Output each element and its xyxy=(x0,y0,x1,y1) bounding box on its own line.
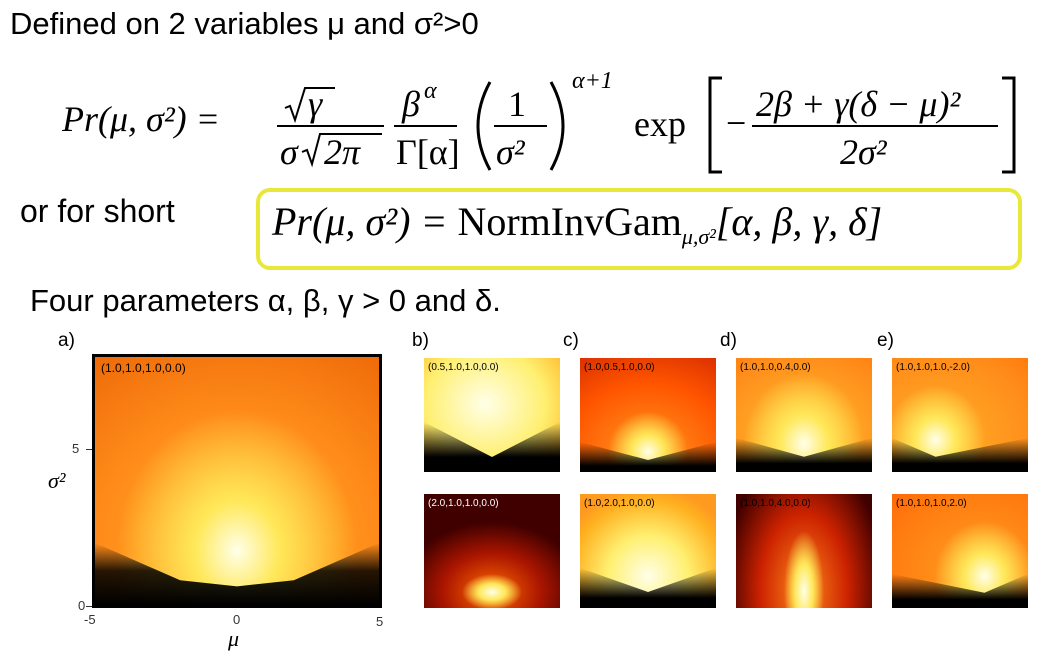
eq-beta-sup: α xyxy=(424,78,437,104)
eq-exp-num: 2β + γ(δ − μ)² xyxy=(756,84,961,124)
x-axis-label: μ xyxy=(228,626,240,651)
xtick-0: 0 xyxy=(233,612,241,627)
eq-den-sigma: σ xyxy=(280,132,299,172)
params-text: Four parameters α, β, γ > 0 and δ. xyxy=(30,283,501,318)
xtick-neg5: -5 xyxy=(84,612,96,627)
eq-gamma-den: Γ[α] xyxy=(396,132,460,172)
eq-beta: β xyxy=(401,84,420,124)
eq-exp: exp xyxy=(634,104,686,144)
heatmap-panel-a: (1.0,1.0,1.0,0.0) xyxy=(92,354,382,608)
eq-sigma-sq: σ² xyxy=(496,132,526,172)
short-formula-name: NormInvGam xyxy=(457,199,682,244)
eq-sqrt-num: γ xyxy=(308,84,323,124)
panel-c-bot-dark xyxy=(580,568,716,608)
panel-b-top-dark xyxy=(424,422,560,472)
eq-den-sqrt: 2π xyxy=(324,132,361,172)
eq-lhs: Pr(μ, σ²) = xyxy=(62,99,220,139)
main-equation: Pr(μ, σ²) = γ σ 2π β α Γ[α] 1 σ² α+1 exp… xyxy=(61,68,1022,178)
panel-e-bot-label: (1.0,1.0,1.0,2.0) xyxy=(896,498,967,509)
panel-d-bot-label: (1.0,1.0,4.0,0.0) xyxy=(740,498,811,509)
eq-power: α+1 xyxy=(572,68,613,94)
panel-a-label: (1.0,1.0,1.0,0.0) xyxy=(101,361,186,375)
heatmap-panel-e-bot: (1.0,1.0,1.0,2.0) xyxy=(892,494,1028,608)
panel-letter-a: a) xyxy=(58,330,75,351)
panel-c-top-dark xyxy=(580,442,716,472)
panel-c-bot-label: (1.0,2.0,1.0,0.0) xyxy=(584,498,655,509)
heatmap-panel-d-bot: (1.0,1.0,4.0,0.0) xyxy=(736,494,872,608)
panel-letter-e: e) xyxy=(877,330,894,351)
short-formula: Pr(μ, σ²) = NormInvGamμ,σ²[α, β, γ, δ] xyxy=(272,198,882,250)
main-equation-svg: Pr(μ, σ²) = γ σ 2π β α Γ[α] 1 σ² α+1 exp… xyxy=(61,68,1016,174)
panel-d-top-dark xyxy=(736,438,872,472)
short-formula-sub: μ,σ² xyxy=(681,224,716,249)
heatmap-panel-c-top: (1.0,0.5,1.0,0.0) xyxy=(580,358,716,472)
short-label: or for short xyxy=(20,193,175,229)
xtick-5: 5 xyxy=(376,614,384,629)
panel-letter-c: c) xyxy=(563,330,579,351)
ytick-0: 0 xyxy=(78,598,86,613)
ytick-5-mark xyxy=(86,449,92,450)
panel-e-top-label: (1.0,1.0,1.0,-2.0) xyxy=(896,362,970,373)
heatmap-panel-e-top: (1.0,1.0,1.0,-2.0) xyxy=(892,358,1028,472)
heatmap-panel-d-top: (1.0,1.0,0.4,0.0) xyxy=(736,358,872,472)
ytick-0-mark xyxy=(86,606,92,607)
heatmap-panel-b-bot: (2.0,1.0,1.0,0.0) xyxy=(424,494,560,608)
eq-one: 1 xyxy=(508,84,526,124)
short-formula-lhs: Pr(μ, σ²) = xyxy=(272,199,458,244)
bracket-right xyxy=(1002,76,1016,174)
panel-d-top-label: (1.0,1.0,0.4,0.0) xyxy=(740,362,811,373)
short-formula-args: [α, β, γ, δ] xyxy=(715,199,883,244)
panel-e-bot-dark xyxy=(892,574,1028,608)
panel-c-top-label: (1.0,0.5,1.0,0.0) xyxy=(584,362,655,373)
eq-exp-den: 2σ² xyxy=(840,132,888,172)
ytick-5: 5 xyxy=(72,441,80,456)
short-formula-box: Pr(μ, σ²) = NormInvGamμ,σ²[α, β, γ, δ] xyxy=(256,188,1022,270)
paren-left xyxy=(476,81,492,171)
heatmap-panel-c-bot: (1.0,2.0,1.0,0.0) xyxy=(580,494,716,608)
heatmap-panel-b-top: (0.5,1.0,1.0,0.0) xyxy=(424,358,560,472)
sqrt-sign-2 xyxy=(301,133,382,168)
panel-e-top-dark xyxy=(892,438,1028,472)
paren-right xyxy=(549,81,565,171)
bracket-left xyxy=(708,76,722,174)
panel-a-dark-region xyxy=(95,543,379,605)
sqrt-sign xyxy=(284,87,335,124)
panel-letter-d: d) xyxy=(720,330,737,351)
eq-minus: − xyxy=(726,103,746,143)
panel-b-bot-label: (2.0,1.0,1.0,0.0) xyxy=(428,498,499,509)
heading-text: Defined on 2 variables μ and σ²>0 xyxy=(10,6,479,41)
panel-b-top-label: (0.5,1.0,1.0,0.0) xyxy=(428,362,499,373)
y-axis-label: σ² xyxy=(48,468,66,493)
panel-letter-b: b) xyxy=(412,330,429,351)
